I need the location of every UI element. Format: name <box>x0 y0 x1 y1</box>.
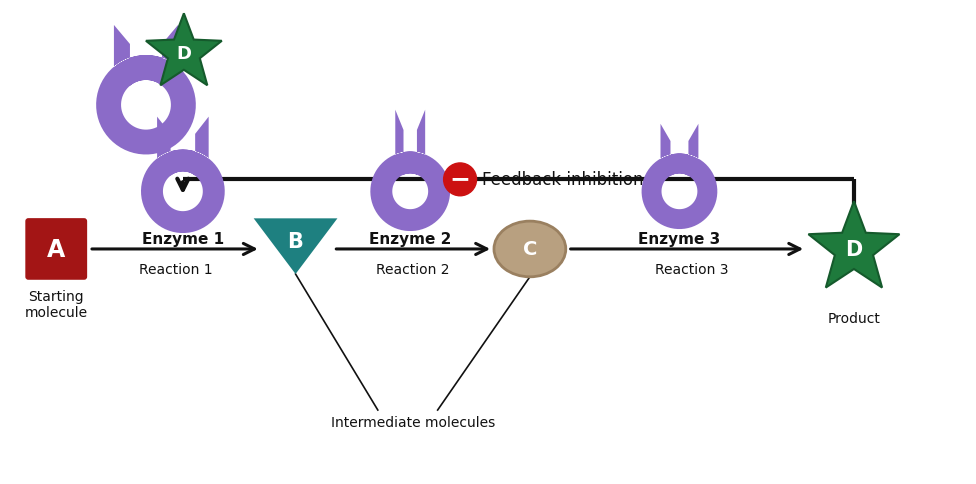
Text: Starting
molecule: Starting molecule <box>24 289 88 319</box>
Polygon shape <box>141 118 224 233</box>
Polygon shape <box>370 110 450 231</box>
Text: D: D <box>177 45 191 63</box>
Text: Reaction 2: Reaction 2 <box>376 262 450 276</box>
Text: Enzyme 3: Enzyme 3 <box>638 231 720 246</box>
Text: Enzyme 2: Enzyme 2 <box>369 231 452 246</box>
Ellipse shape <box>494 222 566 277</box>
Text: C: C <box>523 240 537 259</box>
Text: Intermediate molecules: Intermediate molecules <box>331 415 495 429</box>
FancyBboxPatch shape <box>25 219 87 280</box>
Text: Reaction 3: Reaction 3 <box>655 262 729 276</box>
Text: Feedback inhibition: Feedback inhibition <box>482 171 643 189</box>
Text: −: − <box>450 167 470 191</box>
Text: A: A <box>47 238 65 261</box>
Polygon shape <box>808 202 900 288</box>
Polygon shape <box>641 124 717 229</box>
Polygon shape <box>146 15 222 86</box>
Text: Enzyme 1: Enzyme 1 <box>142 231 224 246</box>
Text: D: D <box>845 240 863 259</box>
Text: Reaction 1: Reaction 1 <box>139 262 213 276</box>
Text: Product: Product <box>828 311 880 325</box>
Circle shape <box>444 164 476 197</box>
Polygon shape <box>97 26 196 155</box>
Text: B: B <box>288 231 304 252</box>
Polygon shape <box>254 219 338 274</box>
